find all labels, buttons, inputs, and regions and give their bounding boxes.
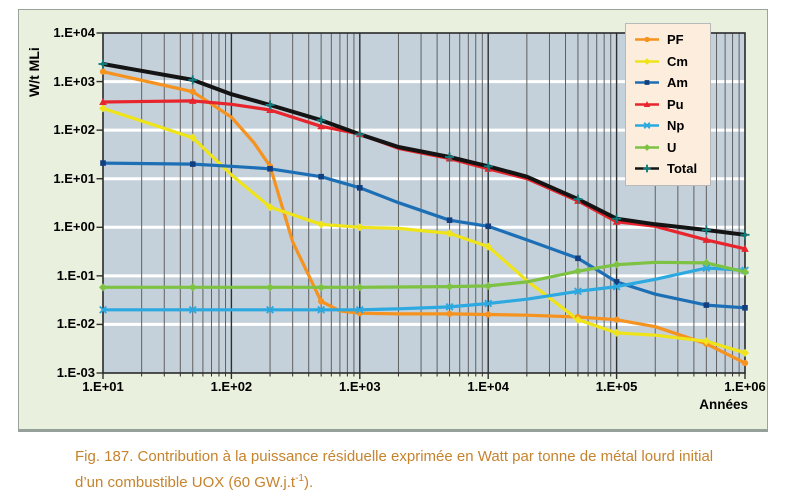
x-tick-label: 1.E+02 bbox=[210, 379, 253, 394]
x-axis-title: Années bbox=[699, 397, 748, 412]
legend-label: Cm bbox=[667, 53, 688, 69]
legend-label: Am bbox=[667, 75, 688, 91]
legend: PF Cm Am Pu Np U Total bbox=[625, 23, 711, 186]
legend-entry-cm: Cm bbox=[634, 51, 706, 73]
legend-swatch-icon bbox=[635, 57, 659, 65]
legend-label: U bbox=[667, 139, 677, 155]
legend-swatch-icon bbox=[635, 143, 659, 151]
y-tick-label: 1.E+02 bbox=[53, 122, 95, 138]
y-tick-label: 1.E-03 bbox=[56, 365, 95, 380]
legend-entry-pu: Pu bbox=[634, 94, 706, 116]
y-tick-label: 1.E-02 bbox=[56, 316, 95, 332]
x-tick-label: 1.E+05 bbox=[595, 379, 638, 394]
legend-entry-total: Total bbox=[634, 158, 706, 180]
legend-swatch-icon bbox=[635, 164, 659, 173]
legend-label: Pu bbox=[667, 96, 684, 112]
legend-label: Np bbox=[667, 118, 685, 134]
legend-entry-am: Am bbox=[634, 72, 706, 94]
legend-swatch-icon bbox=[635, 100, 659, 107]
y-tick-label: 1.E+04 bbox=[53, 25, 95, 40]
x-tick-label: 1.E+06 bbox=[724, 379, 766, 394]
caption-superscript: -1 bbox=[295, 473, 304, 484]
y-tick-label: 1.E+03 bbox=[53, 73, 95, 89]
caption-suffix: ). bbox=[304, 474, 314, 491]
legend-label: Total bbox=[667, 161, 698, 177]
legend-swatch-icon bbox=[635, 37, 659, 43]
legend-entry-np: Np bbox=[634, 115, 706, 137]
legend-entry-u: U bbox=[634, 137, 706, 159]
series-line-pf bbox=[101, 70, 747, 365]
legend-entry-pf: PF bbox=[634, 29, 706, 51]
caption-text: Fig. 187. Contribution à la puissance ré… bbox=[75, 448, 714, 491]
legend-label: PF bbox=[667, 32, 684, 48]
figure-caption: Fig. 187. Contribution à la puissance ré… bbox=[75, 446, 731, 494]
legend-swatch-icon bbox=[635, 80, 659, 86]
legend-swatch-icon bbox=[635, 122, 659, 130]
y-axis-title: W/t MLi bbox=[26, 47, 42, 97]
y-tick-label: 1.E+01 bbox=[53, 170, 95, 186]
x-tick-label: 1.E+01 bbox=[82, 379, 124, 394]
x-tick-label: 1.E+04 bbox=[467, 379, 509, 394]
x-tick-label: 1.E+03 bbox=[339, 379, 381, 394]
y-tick-label: 1.E+00 bbox=[53, 219, 95, 235]
y-tick-label: 1.E-01 bbox=[56, 267, 95, 283]
